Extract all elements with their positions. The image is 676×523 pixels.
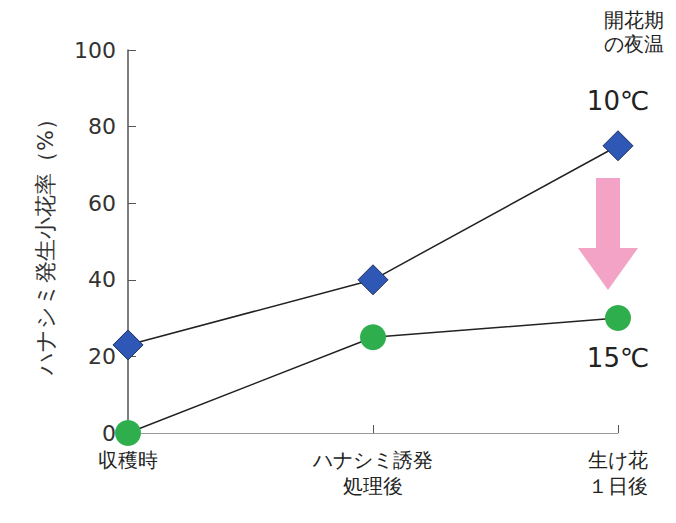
svg-text:処理後: 処理後 bbox=[343, 474, 403, 498]
svg-text:生け花: 生け花 bbox=[588, 448, 648, 472]
svg-text:収穫時: 収穫時 bbox=[98, 448, 158, 472]
svg-text:80: 80 bbox=[88, 114, 116, 139]
svg-text:20: 20 bbox=[88, 344, 116, 369]
svg-text:開花期: 開花期 bbox=[604, 8, 664, 32]
svg-text:の夜温: の夜温 bbox=[604, 32, 664, 56]
svg-text:60: 60 bbox=[88, 191, 116, 216]
svg-text:ハナシミ発生小花率（%）: ハナシミ発生小花率（%） bbox=[33, 108, 58, 376]
svg-text:10℃: 10℃ bbox=[587, 86, 649, 116]
svg-text:100: 100 bbox=[74, 38, 116, 63]
svg-text:40: 40 bbox=[88, 267, 116, 292]
svg-text:0: 0 bbox=[102, 421, 116, 446]
svg-text:ハナシミ誘発: ハナシミ誘発 bbox=[312, 448, 433, 472]
svg-text:１日後: １日後 bbox=[588, 474, 648, 498]
svg-text:15℃: 15℃ bbox=[587, 343, 649, 373]
